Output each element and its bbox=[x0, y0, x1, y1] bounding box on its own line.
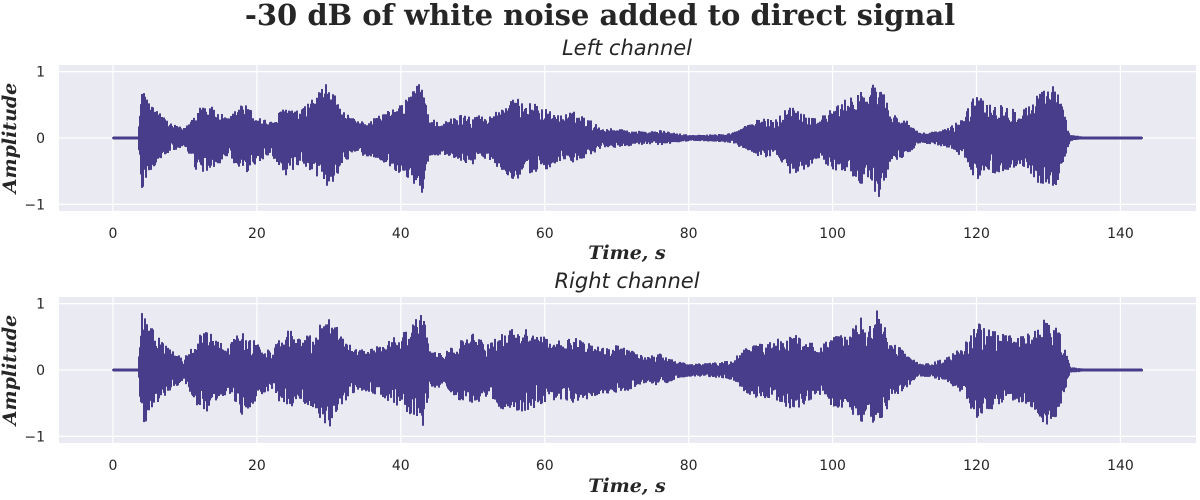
right-channel-x-label: Time, s bbox=[588, 475, 666, 497]
left-channel-x-tick-label: 100 bbox=[819, 226, 846, 242]
left-channel-y-tick-label: −1 bbox=[24, 197, 45, 213]
left-channel-y-label: Amplitude bbox=[0, 83, 21, 196]
right-channel-x-tick-label: 0 bbox=[109, 458, 118, 474]
left-channel-x-tick-label: 40 bbox=[392, 226, 410, 242]
right-channel-y-tick-label: −1 bbox=[24, 429, 45, 445]
right-channel-x-tick-label: 40 bbox=[392, 458, 410, 474]
left-channel-x-ticks: 0 20 40 60 80 100 120 140 bbox=[109, 226, 1134, 242]
left-channel-title: Left channel bbox=[562, 36, 692, 60]
right-channel-waveform bbox=[112, 310, 1143, 427]
left-channel-y-ticks: 1 0 −1 bbox=[24, 65, 45, 214]
right-channel-x-tick-label: 140 bbox=[1107, 458, 1134, 474]
left-channel-y-tick-label: 0 bbox=[36, 131, 45, 147]
left-channel-x-tick-label: 120 bbox=[963, 226, 990, 242]
left-channel-x-label: Time, s bbox=[588, 242, 666, 264]
right-channel-x-tick-label: 80 bbox=[680, 458, 698, 474]
right-channel-x-tick-label: 60 bbox=[536, 458, 554, 474]
left-channel-y-tick-label: 1 bbox=[36, 65, 45, 81]
left-channel-x-tick-label: 60 bbox=[536, 226, 554, 242]
right-channel-y-label: Amplitude bbox=[0, 315, 21, 428]
right-channel-y-ticks: 1 0 −1 bbox=[24, 297, 45, 446]
right-channel-x-tick-label: 100 bbox=[819, 458, 846, 474]
right-channel-plot: Right channel 0 20 40 60 80 100 120 140 1 0 −1 Ti… bbox=[0, 269, 1196, 497]
right-channel-x-tick-label: 20 bbox=[248, 458, 266, 474]
left-channel-plot: Left channel 0 20 40 60 80 100 120 140 1 0 −1 Tim… bbox=[0, 36, 1196, 264]
left-channel-x-tick-label: 80 bbox=[680, 226, 698, 242]
right-channel-y-tick-label: 0 bbox=[36, 363, 45, 379]
right-channel-title: Right channel bbox=[554, 269, 699, 293]
figure-title: -30 dB of white noise added to direct si… bbox=[245, 0, 955, 32]
left-channel-x-tick-label: 0 bbox=[109, 226, 118, 242]
right-channel-x-ticks: 0 20 40 60 80 100 120 140 bbox=[109, 458, 1134, 474]
left-channel-waveform bbox=[112, 84, 1143, 197]
right-channel-y-tick-label: 1 bbox=[36, 297, 45, 313]
left-channel-x-tick-label: 20 bbox=[248, 226, 266, 242]
left-channel-x-tick-label: 140 bbox=[1107, 226, 1134, 242]
right-channel-x-tick-label: 120 bbox=[963, 458, 990, 474]
